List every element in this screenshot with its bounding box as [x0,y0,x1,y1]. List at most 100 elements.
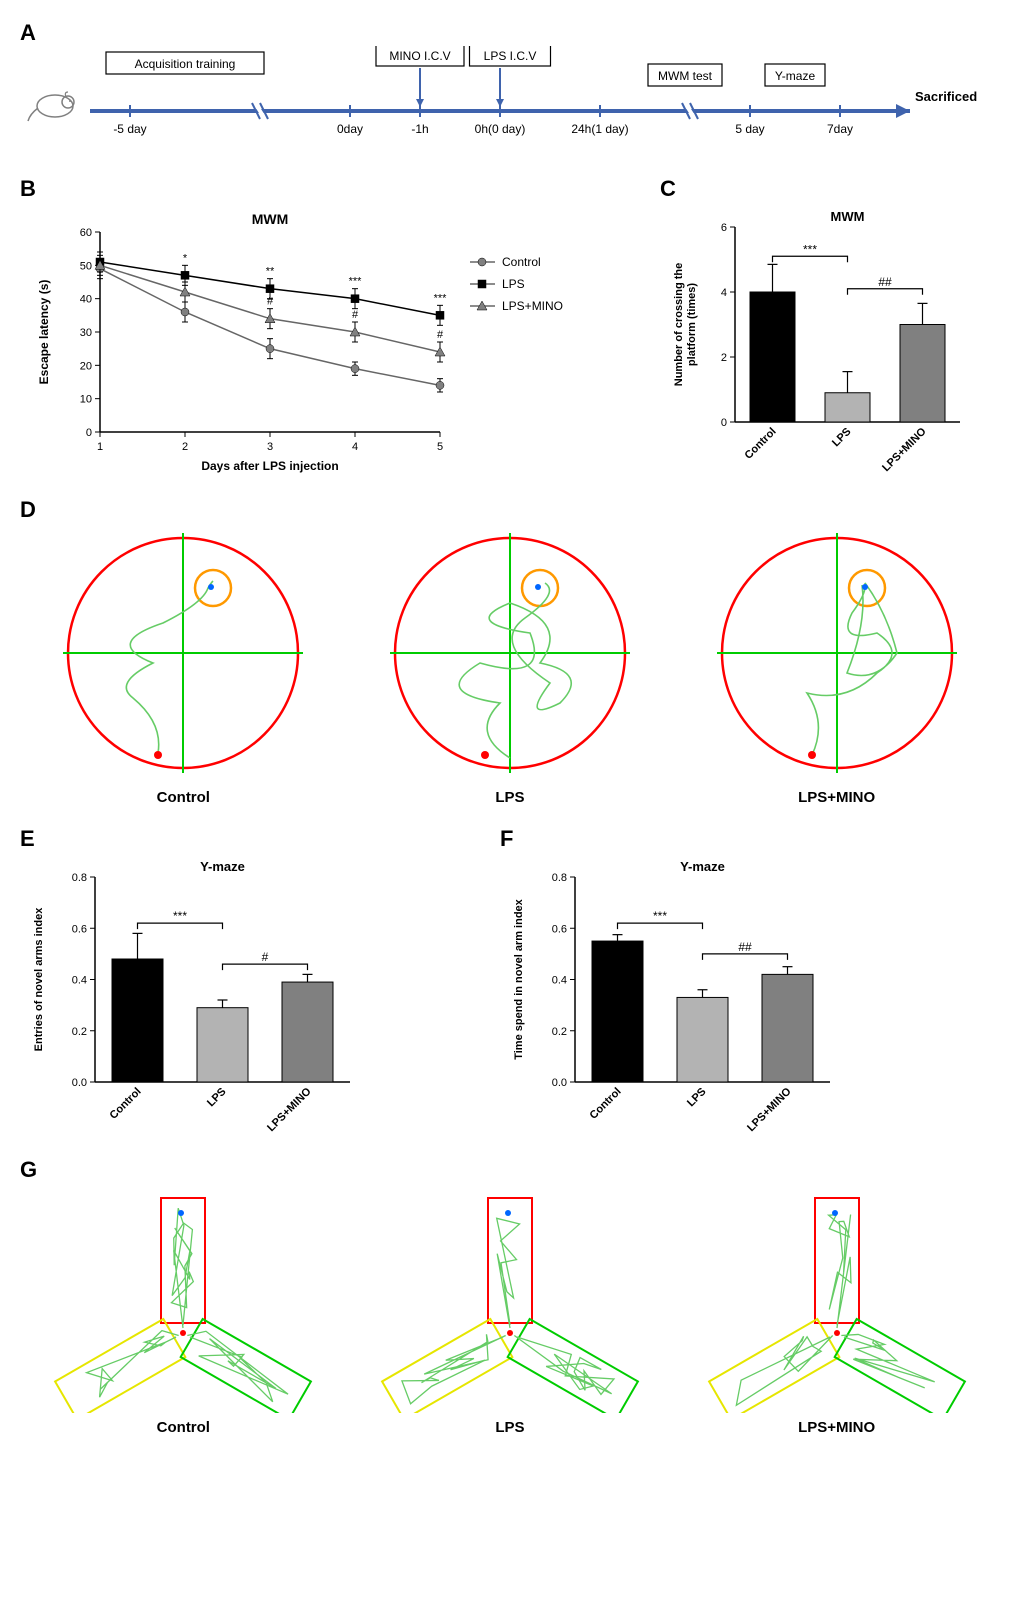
svg-text:50: 50 [80,260,92,272]
svg-text:LPS+MINO: LPS+MINO [265,1085,314,1134]
svg-text:10: 10 [80,394,92,406]
figure-container: A -5 day 0day -1h 0h(0 day) 24h(1 day) 5 day 7… [20,20,1000,1436]
svg-text:Y-maze: Y-maze [200,859,245,874]
panel-a-label: A [20,20,36,46]
svg-text:Entries of novel arms index: Entries of novel arms index [33,907,45,1052]
svg-text:0: 0 [721,417,727,429]
track-caption: LPS+MINO [697,789,977,806]
ymaze-plot [38,1183,328,1413]
svg-text:LPS: LPS [830,426,854,450]
track-plot [697,523,977,783]
panel-e-label: E [20,826,35,852]
svg-text:MWM: MWM [252,211,289,227]
ymaze-track-lps: LPS [365,1183,655,1436]
svg-text:2: 2 [182,441,188,453]
svg-text:0: 0 [86,427,92,439]
svg-text:-1h: -1h [411,122,428,136]
svg-text:3: 3 [267,441,273,453]
svg-text:60: 60 [80,227,92,239]
mwm-track-lpsmino: LPS+MINO [697,523,977,806]
svg-text:Escape latency (s): Escape latency (s) [37,280,51,385]
svg-text:4: 4 [352,441,358,453]
svg-text:0.6: 0.6 [552,923,567,935]
svg-text:-5 day: -5 day [113,122,146,136]
svg-text:Days after LPS injection: Days after LPS injection [201,459,338,473]
panel-d: D Control LPS LPS+MINO [20,497,1000,806]
svg-text:0.0: 0.0 [552,1077,567,1089]
svg-text:Control: Control [107,1086,143,1122]
svg-text:40: 40 [80,294,92,306]
ymaze-time-chart: 0.00.20.40.60.8Y-mazeTime spend in novel… [500,852,850,1142]
svg-text:1: 1 [97,441,103,453]
panel-f: F 0.00.20.40.60.8Y-mazeTime spend in nov… [500,826,980,1142]
svg-text:#: # [267,296,274,308]
mwm-bar-chart: 0246MWMNumber of crossing theplatform (t… [660,202,980,482]
svg-text:MINO I.C.V: MINO I.C.V [389,49,450,63]
svg-text:***: *** [653,909,667,923]
svg-text:LPS+MINO: LPS+MINO [502,299,563,313]
svg-text:30: 30 [80,327,92,339]
svg-text:***: *** [434,292,448,304]
svg-text:Y-maze: Y-maze [680,859,725,874]
panel-g-label: G [20,1157,37,1183]
svg-text:*: * [183,252,188,264]
svg-text:LPS+MINO: LPS+MINO [745,1085,794,1134]
svg-text:5 day: 5 day [735,122,764,136]
mwm-track-control: Control [43,523,323,806]
track-caption: Control [43,789,323,806]
svg-text:7day: 7day [827,122,853,136]
svg-text:0.8: 0.8 [72,872,87,884]
ymaze-track-lpsmino: LPS+MINO [692,1183,982,1436]
svg-text:LPS: LPS [502,277,525,291]
ymaze-plot [692,1183,982,1413]
svg-text:0day: 0day [337,122,363,136]
svg-text:#: # [437,329,444,341]
svg-text:0.8: 0.8 [552,872,567,884]
panel-b-label: B [20,176,36,202]
track-caption: LPS [370,789,650,806]
svg-text:Control: Control [587,1086,623,1122]
svg-text:4: 4 [721,287,727,299]
svg-text:6: 6 [721,222,727,234]
row-bc: B 010203040506012345MWMDays after LPS in… [20,176,1000,482]
mwm-track-lps: LPS [370,523,650,806]
svg-text:0.2: 0.2 [552,1026,567,1038]
svg-text:20: 20 [80,360,92,372]
mwm-line-chart: 0 10 20 30 40 50 60 1 2 3 4 5 MWM Days after LPS inje… [20,202,660,482]
svg-text:MWM: MWM [831,209,865,224]
svg-text:LPS I.C.V: LPS I.C.V [484,49,537,63]
ymaze-track-control: Control [38,1183,328,1436]
svg-text:#: # [262,950,269,964]
panel-e: E 0.00.20.40.60.8Y-mazeEntries of novel … [20,826,500,1142]
svg-text:**: ** [266,266,275,278]
svg-text:platform (times): platform (times) [686,283,698,366]
panel-g: G Control LPS LPS+MINO [20,1157,1000,1436]
panel-f-label: F [500,826,513,852]
svg-text:24h(1 day): 24h(1 day) [571,122,628,136]
timeline-diagram: -5 day 0day -1h 0h(0 day) 24h(1 day) 5 day 7da… [20,46,980,156]
svg-text:0.6: 0.6 [72,923,87,935]
svg-text:Acquisition training: Acquisition training [135,57,236,71]
svg-text:***: *** [349,276,363,288]
svg-text:MWM test: MWM test [658,69,713,83]
ymaze-plot [365,1183,655,1413]
svg-text:Control: Control [502,255,541,269]
svg-text:***: *** [803,242,817,256]
svg-text:2: 2 [721,352,727,364]
svg-text:Y-maze: Y-maze [775,69,816,83]
svg-text:0.4: 0.4 [552,975,567,987]
panel-a: A -5 day 0day -1h 0h(0 day) 24h(1 day) 5 day 7… [20,20,1000,156]
svg-text:0.0: 0.0 [72,1077,87,1089]
svg-text:LPS: LPS [685,1086,709,1110]
ymaze-entries-chart: 0.00.20.40.60.8Y-mazeEntries of novel ar… [20,852,370,1142]
row-ef: E 0.0 0.2 0.4 0.6 0.8 Y-maze Entries of novel … [20,826,1000,1142]
svg-text:5: 5 [437,441,443,453]
svg-text:0h(0 day): 0h(0 day) [475,122,526,136]
panel-c: C 0246MWMNumber of crossing theplatform … [660,176,980,482]
svg-text:##: ## [738,940,752,954]
svg-text:Sacrificed: Sacrificed [915,89,977,104]
track-plot [43,523,323,783]
svg-text:***: *** [173,909,187,923]
svg-text:Control: Control [742,426,778,462]
svg-text:LPS: LPS [205,1086,229,1110]
